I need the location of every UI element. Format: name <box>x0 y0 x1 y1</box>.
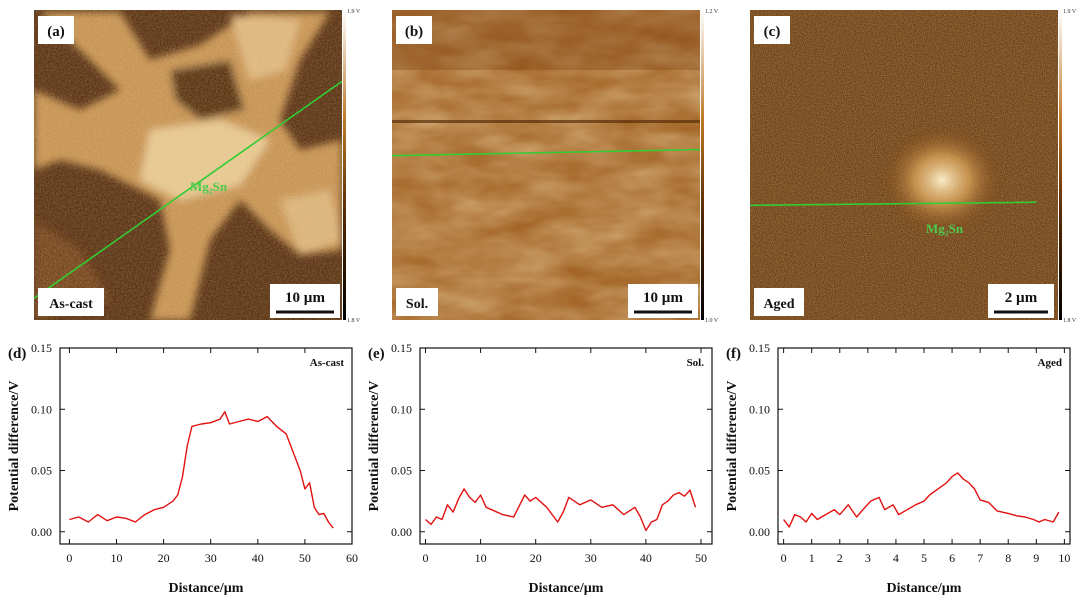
sample-label: As-cast <box>49 297 93 312</box>
legend-label: Sol. <box>687 357 705 369</box>
y-axis-label: Potential difference/V <box>725 381 740 512</box>
colorbar <box>701 10 704 320</box>
map-texture <box>392 10 700 320</box>
plot-frame <box>59 347 353 545</box>
x-tick-label: 60 <box>346 551 358 565</box>
x-tick-label: 40 <box>252 551 264 565</box>
plot-frame <box>419 347 713 545</box>
y-axis-label: Potential difference/V <box>7 381 22 512</box>
shade <box>392 10 700 70</box>
y-tick-label: 0.10 <box>391 402 412 416</box>
plot-frame <box>777 347 1071 545</box>
colorbar-max: 1.2 V <box>705 9 719 15</box>
x-axis-label: Distance/µm <box>169 581 244 596</box>
scan-line <box>33 80 343 299</box>
sample-label-box <box>754 288 804 316</box>
colorbar <box>343 10 346 320</box>
x-tick-label: 3 <box>865 551 871 565</box>
mg2sn-particle <box>880 125 1004 235</box>
x-tick-label: 40 <box>640 551 652 565</box>
potential-profile-chart-d: 0.00 0.05 0.10 0.15 0 10 20 30 40 50 60 Distance/µm… <box>7 341 358 596</box>
colorbar-min: 1.8 V <box>347 318 361 324</box>
x-tick-label: 50 <box>695 551 707 565</box>
scale-bar-label: 2 µm <box>1005 290 1038 306</box>
panel-label: (a) <box>47 24 65 40</box>
y-tick-label: 0.15 <box>749 341 770 355</box>
x-tick-label: 20 <box>158 551 170 565</box>
y-tick-label: 0.00 <box>749 525 770 539</box>
x-tick-label: 7 <box>977 551 983 565</box>
panel-label: (b) <box>405 24 423 40</box>
colorbar-max: 1.9 V <box>1063 9 1077 15</box>
colorbar-min: 1.0 V <box>705 318 719 324</box>
x-tick-label: 10 <box>111 551 123 565</box>
y-tick-label: 0.05 <box>391 464 412 478</box>
colorbar-min: 1.8 V <box>1063 318 1077 324</box>
y-tick-label: 0.15 <box>31 341 52 355</box>
potential-profile-chart-e: 0.00 0.05 0.10 0.15 0 10 20 30 40 50 Distance/µm Po… <box>367 341 713 596</box>
kpfm-map-b: (b) Sol. 10 µm 1.2 V 1.0 V <box>391 9 719 324</box>
legend-label: Aged <box>1038 357 1062 369</box>
map-noise <box>34 10 342 320</box>
y-axis-label: Potential difference/V <box>367 381 382 512</box>
x-tick-label: 50 <box>299 551 311 565</box>
sample-label: Sol. <box>406 297 428 312</box>
x-tick-label: 1 <box>809 551 815 565</box>
profile-series-line <box>425 488 697 532</box>
scale-bar-label: 10 µm <box>643 290 683 306</box>
panel-label-box <box>38 16 74 44</box>
panel-label: (f) <box>726 346 741 362</box>
x-tick-label: 10 <box>475 551 487 565</box>
y-tick-label: 0.00 <box>31 525 52 539</box>
phase-label: Mg₂Sn <box>190 179 228 194</box>
x-tick-label: 20 <box>530 551 542 565</box>
potential-profile-chart-f: 0.00 0.05 0.10 0.15 0 1 2 3 4 5 6 7 8 9 10 Distance/µm P… <box>725 341 1071 596</box>
x-axis-label: Distance/µm <box>887 581 962 596</box>
x-tick-label: 2 <box>837 551 843 565</box>
colorbar-max: 1.9 V <box>347 9 361 15</box>
sample-label: Aged <box>763 297 794 312</box>
y-tick-label: 0.00 <box>391 525 412 539</box>
scan-line <box>749 201 1037 207</box>
x-tick-label: 30 <box>585 551 597 565</box>
kpfm-map-a: Mg₂Sn (a) As-cast 10 µm 1.9 V 1.8 V <box>33 9 361 324</box>
panel-label-box <box>396 16 432 44</box>
scan-line <box>391 148 701 157</box>
profile-series-line <box>69 411 334 529</box>
scale-bar-label: 10 µm <box>285 290 325 306</box>
x-tick-label: 0 <box>781 551 787 565</box>
x-tick-label: 5 <box>921 551 927 565</box>
y-tick-label: 0.10 <box>749 402 770 416</box>
x-tick-label: 0 <box>66 551 72 565</box>
x-tick-label: 30 <box>205 551 217 565</box>
colorbar <box>1059 10 1062 320</box>
panel-label-box <box>754 16 790 44</box>
x-tick-label: 9 <box>1033 551 1039 565</box>
y-tick-label: 0.05 <box>31 464 52 478</box>
phase-label: Mg₂Sn <box>926 221 964 236</box>
kpfm-map-c: Mg₂Sn (c) Aged 2 µm 1.9 V 1.8 V <box>749 9 1077 324</box>
sample-label-box <box>396 288 438 316</box>
x-axis-label: Distance/µm <box>529 581 604 596</box>
panel-label: (d) <box>8 346 26 362</box>
y-tick-label: 0.15 <box>391 341 412 355</box>
panel-label: (e) <box>368 346 385 362</box>
x-tick-label: 0 <box>423 551 429 565</box>
legend-label: As-cast <box>310 357 345 369</box>
x-tick-label: 8 <box>1005 551 1011 565</box>
sample-label-box <box>38 288 104 316</box>
x-tick-label: 10 <box>1058 551 1070 565</box>
scratch <box>392 120 700 123</box>
x-tick-label: 6 <box>949 551 955 565</box>
y-tick-label: 0.05 <box>749 464 770 478</box>
panel-label: (c) <box>764 24 781 40</box>
y-tick-label: 0.10 <box>31 402 52 416</box>
profile-series-line <box>783 472 1060 528</box>
x-tick-label: 4 <box>893 551 899 565</box>
